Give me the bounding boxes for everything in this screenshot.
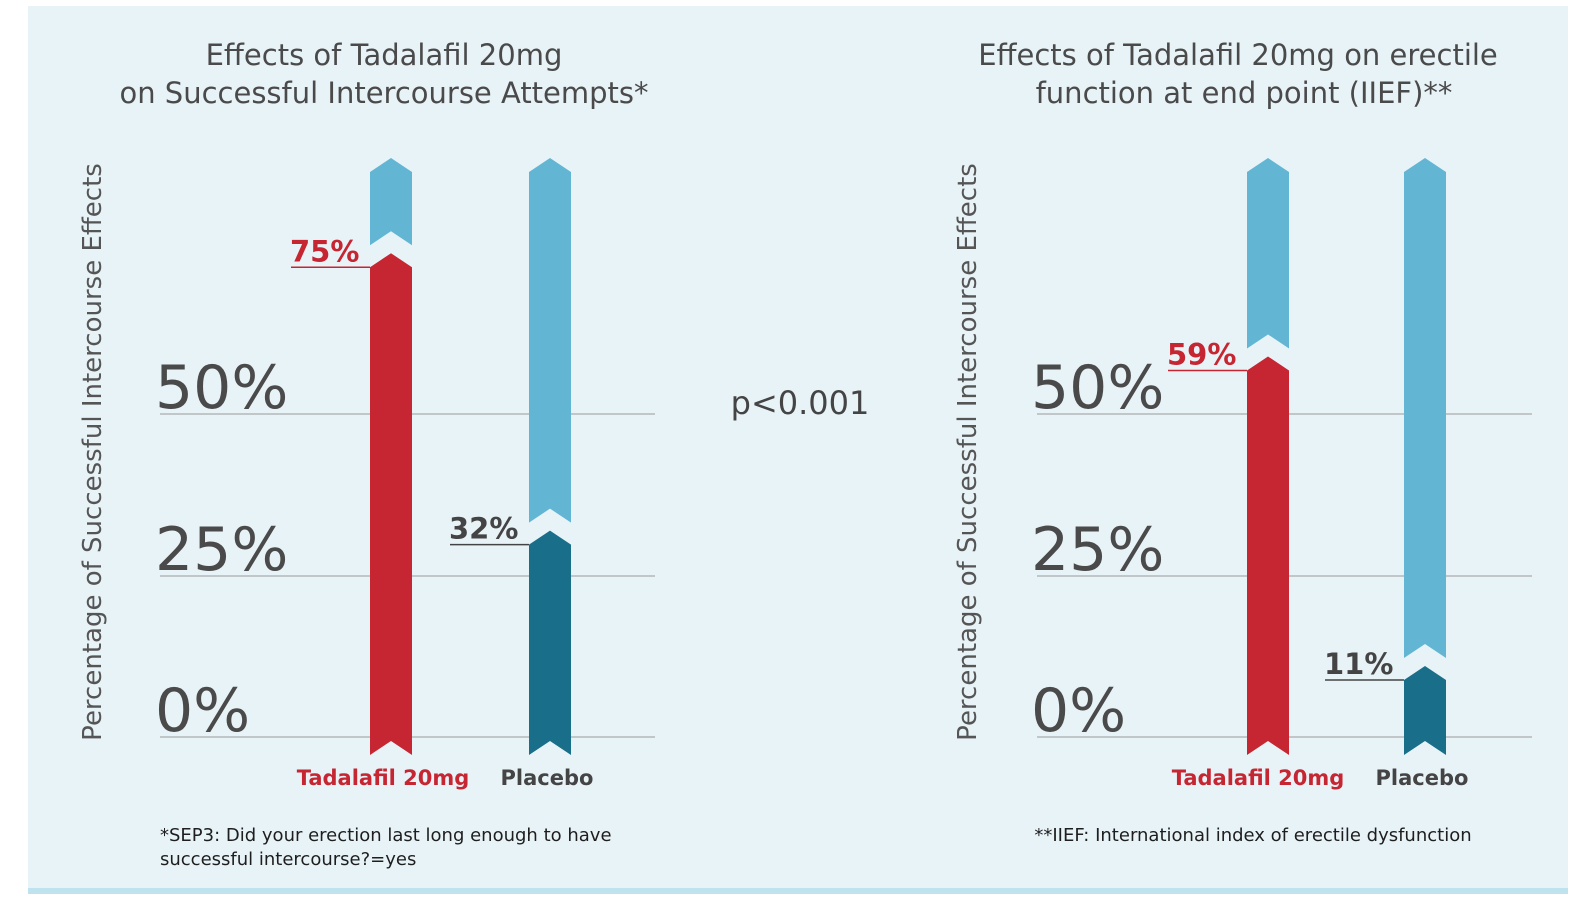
- chart-title-line-2: function at end point (IIEF)**: [1036, 76, 1453, 110]
- x-category-label: Tadalafil 20mg: [1172, 766, 1345, 790]
- bars-group: 75% 32%: [290, 158, 571, 755]
- bar-track: [529, 158, 571, 523]
- x-category-label: Placebo: [1376, 766, 1469, 790]
- y-tick-label: 25%: [1031, 515, 1164, 585]
- footnote-line-1: *SEP3: Did your erection last long enoug…: [160, 825, 612, 846]
- chart-title-line-1: Effects of Tadalafil 20mg on erectile: [978, 38, 1498, 72]
- bar-track: [1247, 158, 1289, 349]
- chart-title-line-2: on Successful Intercourse Attempts*: [119, 76, 648, 110]
- y-tick-label: 50%: [1031, 353, 1164, 423]
- data-label: 11%: [1324, 647, 1393, 681]
- panel-background: [28, 6, 1568, 892]
- chart-title-line-1: Effects of Tadalafil 20mg: [206, 38, 563, 72]
- bar: [1247, 356, 1289, 755]
- y-axis-label: Percentage of Successful Intercourse Eff…: [78, 163, 108, 741]
- p-value-label: p<0.001: [731, 384, 870, 422]
- bar-track: [1404, 158, 1446, 659]
- data-label: 59%: [1167, 337, 1236, 371]
- y-tick-label: 50%: [155, 353, 288, 423]
- y-tick-label: 0%: [155, 676, 250, 746]
- bars-group: 59% 11%: [1167, 158, 1446, 755]
- bar: [370, 253, 412, 755]
- data-label: 75%: [290, 234, 359, 268]
- bottom-border: [28, 888, 1568, 894]
- x-category-label: Tadalafil 20mg: [297, 766, 470, 790]
- x-category-label: Placebo: [501, 766, 594, 790]
- y-axis-label: Percentage of Successful Intercourse Eff…: [953, 163, 983, 741]
- data-label: 32%: [449, 512, 518, 546]
- bar: [529, 530, 571, 755]
- y-tick-label: 25%: [155, 515, 288, 585]
- bar-track: [370, 158, 412, 246]
- footnote-line-2: successful intercourse?=yes: [160, 849, 416, 870]
- chart-left: Effects of Tadalafil 20mg on Successful …: [78, 38, 655, 870]
- y-tick-label: 0%: [1031, 676, 1126, 746]
- bar: [1404, 666, 1446, 755]
- chart-right: Effects of Tadalafil 20mg on erectile fu…: [953, 38, 1532, 846]
- footnote-line-1: **IIEF: International index of erectile …: [1034, 825, 1471, 846]
